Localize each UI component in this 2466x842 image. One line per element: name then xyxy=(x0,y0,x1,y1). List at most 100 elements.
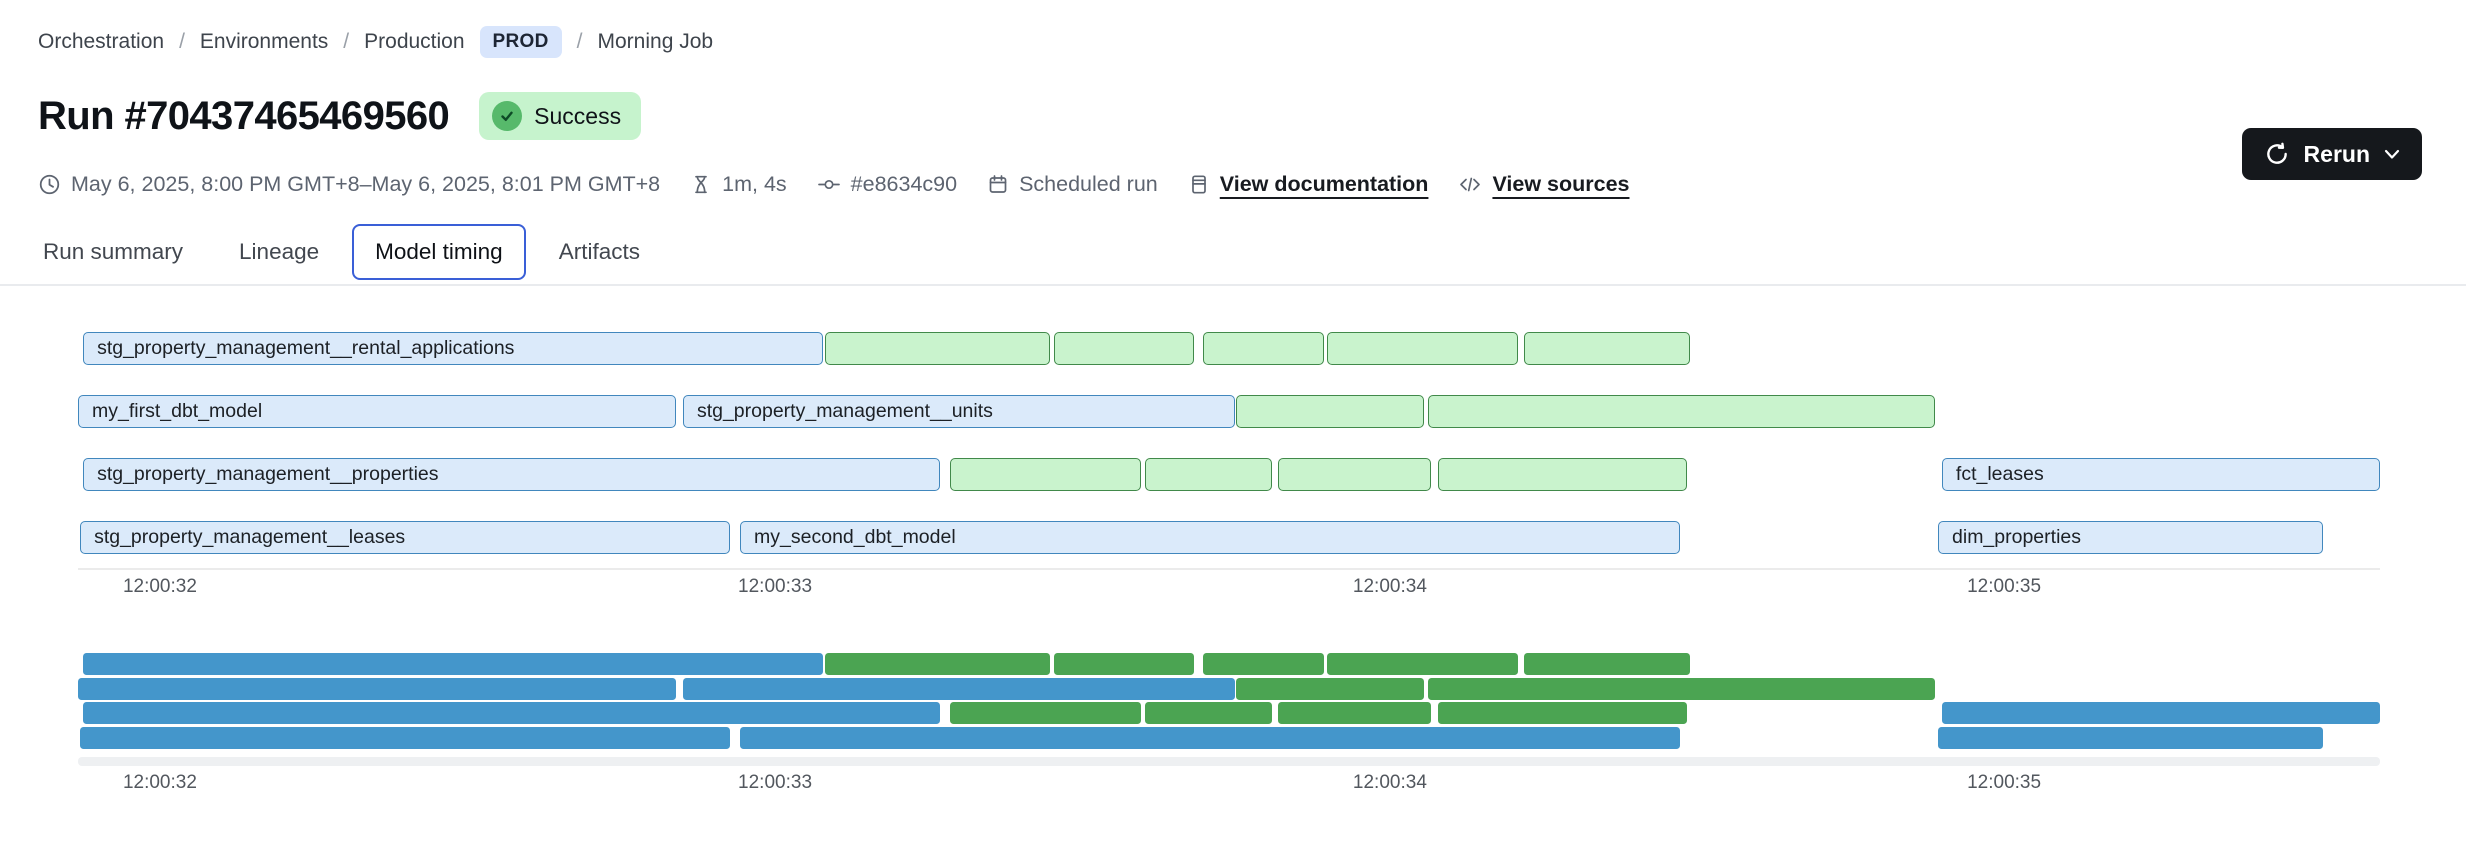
minimap-bar xyxy=(740,727,1680,750)
minimap-bar xyxy=(1144,702,1273,725)
minimap-bar xyxy=(1523,653,1691,675)
status-label: Success xyxy=(534,102,622,129)
time-range-label: May 6, 2025, 8:00 PM GMT+8–May 6, 2025, … xyxy=(71,172,661,196)
breadcrumb-separator: / xyxy=(343,30,350,53)
success-check-icon xyxy=(492,101,523,131)
minimap-bar xyxy=(1278,702,1432,725)
gantt-bar[interactable]: stg_property_management__properties xyxy=(83,458,941,491)
commit-icon xyxy=(817,173,841,196)
chevron-down-icon xyxy=(2384,149,2400,160)
gantt-bar[interactable]: stg_property_management__leases xyxy=(80,521,730,554)
breadcrumb: Orchestration / Environments / Productio… xyxy=(38,26,713,58)
gantt-bar[interactable] xyxy=(824,332,1050,365)
gantt-bar-label: my_first_dbt_model xyxy=(92,400,263,422)
clock-icon xyxy=(38,173,61,196)
gantt-bar-label: stg_property_management__rental_applicat… xyxy=(97,337,515,359)
breadcrumb-separator: / xyxy=(179,30,185,53)
commit: #e8634c90 xyxy=(817,172,957,197)
breadcrumb-item-production[interactable]: Production xyxy=(364,30,465,53)
gantt-bar[interactable] xyxy=(1438,458,1688,491)
minimap-bar xyxy=(1327,653,1518,675)
view-documentation[interactable]: View documentation xyxy=(1188,172,1429,197)
gantt-axis-line xyxy=(78,568,2380,570)
minimap-bar xyxy=(83,702,941,725)
hourglass-icon xyxy=(690,173,712,196)
x-axis-tick-label: 12:00:35 xyxy=(1967,772,2042,793)
gantt-bar[interactable]: my_second_dbt_model xyxy=(740,521,1680,554)
gantt-bar[interactable] xyxy=(949,458,1142,491)
minimap-bar xyxy=(1202,653,1325,675)
minimap-bar xyxy=(1941,702,2380,725)
gantt-bar-label: fct_leases xyxy=(1955,463,2044,485)
trigger: Scheduled run xyxy=(987,172,1158,197)
rerun-button[interactable]: Rerun xyxy=(2241,128,2422,180)
gantt-bar-label: my_second_dbt_model xyxy=(754,526,956,548)
breadcrumb-item-morning-job[interactable]: Morning Job xyxy=(597,30,714,53)
gantt-bar-label: stg_property_management__leases xyxy=(94,526,406,548)
gantt-bar[interactable] xyxy=(1427,395,1936,428)
x-axis-tick-label: 12:00:32 xyxy=(122,576,197,597)
rerun-label: Rerun xyxy=(2303,140,2370,167)
minimap-bar xyxy=(949,702,1142,725)
minimap-track[interactable] xyxy=(78,757,2380,766)
duration: 1m, 4s xyxy=(690,172,787,197)
tab-lineage[interactable]: Lineage xyxy=(239,239,320,264)
calendar-icon xyxy=(987,173,1009,196)
code-icon xyxy=(1458,173,1482,196)
minimap-bar xyxy=(1938,727,2323,750)
gantt-bar-label: stg_property_management__units xyxy=(696,400,993,422)
gantt-minimap[interactable] xyxy=(78,653,2380,750)
x-axis-tick-label: 12:00:33 xyxy=(738,772,813,793)
breadcrumb-item-environments[interactable]: Environments xyxy=(199,30,329,53)
gantt-bar[interactable] xyxy=(1054,332,1194,365)
minimap-bar xyxy=(824,653,1050,675)
commit-label: #e8634c90 xyxy=(850,172,958,196)
time-range: May 6, 2025, 8:00 PM GMT+8–May 6, 2025, … xyxy=(38,172,660,197)
tab-bar: Run summary Lineage Model timing Artifac… xyxy=(20,224,663,280)
x-axis-tick-label: 12:00:34 xyxy=(1352,576,1427,597)
gantt-bar[interactable] xyxy=(1235,395,1424,428)
trigger-label: Scheduled run xyxy=(1019,172,1158,196)
view-sources[interactable]: View sources xyxy=(1458,172,1629,197)
minimap-bar xyxy=(1054,653,1194,675)
gantt-bar[interactable]: dim_properties xyxy=(1938,521,2323,554)
tab-model-timing[interactable]: Model timing xyxy=(352,224,526,280)
minimap-bar xyxy=(80,727,730,750)
x-axis-tick-label: 12:00:33 xyxy=(738,576,813,597)
breadcrumb-item-orchestration[interactable]: Orchestration xyxy=(38,30,165,53)
minimap-bar xyxy=(1427,677,1936,700)
environment-badge: PROD xyxy=(479,26,562,58)
gantt-bar[interactable] xyxy=(1523,332,1691,365)
duration-label: 1m, 4s xyxy=(722,172,787,196)
gantt-bar[interactable]: my_first_dbt_model xyxy=(78,395,677,428)
page-title: Run #70437465469560 xyxy=(38,93,450,138)
tab-artifacts[interactable]: Artifacts xyxy=(558,239,640,264)
x-axis-tick-label: 12:00:34 xyxy=(1352,772,1427,793)
minimap-bar xyxy=(682,677,1235,700)
title-row: Run #70437465469560 Success xyxy=(38,92,642,140)
gantt-chart: stg_property_management__rental_applicat… xyxy=(78,332,2380,556)
minimap-bar xyxy=(78,677,677,700)
status-badge: Success xyxy=(479,92,642,140)
minimap-bar xyxy=(1438,702,1688,725)
breadcrumb-separator: / xyxy=(576,30,583,53)
refresh-icon xyxy=(2264,141,2290,167)
tabs-divider xyxy=(0,284,2466,286)
gantt-bar[interactable] xyxy=(1327,332,1518,365)
gantt-bar[interactable]: stg_property_management__rental_applicat… xyxy=(83,332,823,365)
minimap-bar xyxy=(1235,677,1424,700)
minimap-x-axis: 12:00:32 12:00:33 12:00:34 12:00:35 xyxy=(78,772,2380,796)
gantt-bar[interactable] xyxy=(1278,458,1432,491)
run-metadata: May 6, 2025, 8:00 PM GMT+8–May 6, 2025, … xyxy=(38,172,1629,197)
gantt-bar[interactable]: stg_property_management__units xyxy=(682,395,1235,428)
tab-run-summary[interactable]: Run summary xyxy=(43,239,184,264)
minimap-bar xyxy=(83,653,823,675)
x-axis-tick-label: 12:00:32 xyxy=(122,772,197,793)
view-documentation-link[interactable]: View documentation xyxy=(1219,172,1429,196)
view-sources-link[interactable]: View sources xyxy=(1492,172,1630,196)
x-axis-tick-label: 12:00:35 xyxy=(1967,576,2042,597)
gantt-bar-label: dim_properties xyxy=(1952,526,2081,548)
gantt-bar[interactable] xyxy=(1144,458,1273,491)
gantt-bar[interactable]: fct_leases xyxy=(1941,458,2380,491)
gantt-bar[interactable] xyxy=(1202,332,1325,365)
